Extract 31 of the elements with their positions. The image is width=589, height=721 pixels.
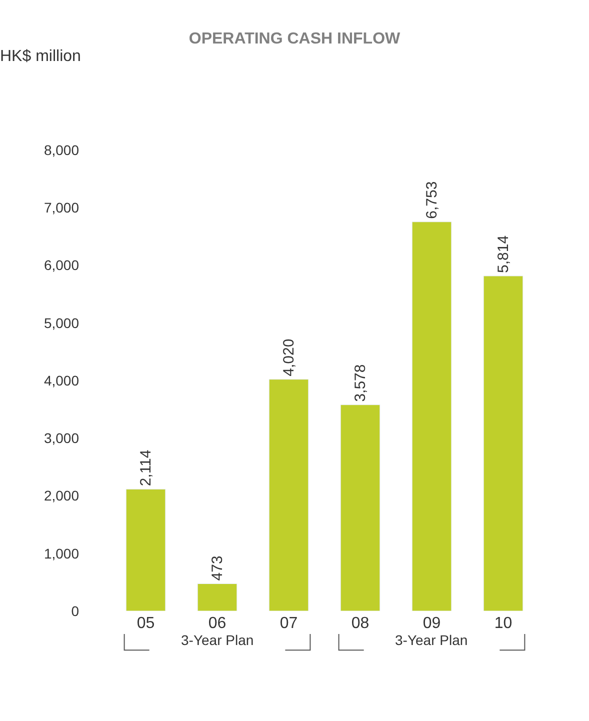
x-tick-label: 10 — [494, 615, 512, 632]
x-tick-label: 09 — [422, 615, 441, 632]
x-tick-label: 07 — [280, 615, 298, 632]
y-tick-label: 3,000 — [44, 430, 80, 446]
bar — [126, 488, 166, 611]
y-axis-title: HK$ million — [0, 48, 81, 65]
text: 3-Year Plan — [395, 632, 468, 648]
x-tick-label: 05 — [136, 615, 155, 632]
y-tick-label: 0 — [71, 602, 80, 619]
chart-title: OPERATING CASH INFLOW — [188, 30, 402, 48]
data-label: 6,753 — [423, 181, 440, 219]
data-label: 3,578 — [352, 364, 369, 402]
y-tick-label: 8,000 — [44, 142, 80, 158]
y-tick-label: 4,000 — [44, 372, 80, 388]
y-tick-label: 1,000 — [44, 545, 80, 562]
y-tick-label: 2,000 — [44, 488, 80, 504]
bar — [268, 379, 309, 611]
data-label: 2,114 — [137, 450, 154, 486]
y-tick-label: 5,000 — [44, 314, 80, 331]
bar — [412, 222, 452, 611]
x-tick-label: 08 — [351, 615, 370, 632]
data-label: 473 — [208, 556, 226, 581]
bar — [483, 276, 524, 611]
data-label: 4,020 — [280, 338, 298, 376]
y-tick-label: 6,000 — [44, 257, 80, 274]
data-label: 5,814 — [494, 235, 512, 273]
bar — [340, 404, 380, 611]
text: 3-Year Plan — [181, 632, 254, 648]
y-tick-label: 7,000 — [44, 200, 80, 216]
x-tick-label: 06 — [208, 615, 226, 632]
bar — [197, 583, 238, 611]
